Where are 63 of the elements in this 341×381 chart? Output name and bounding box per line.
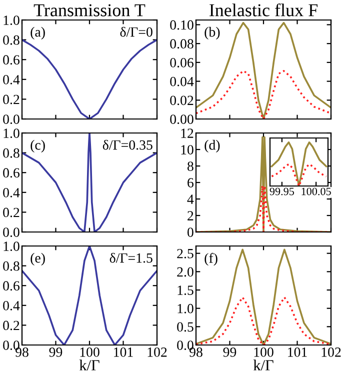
y-tick-label: 0.6: [3, 168, 20, 178]
annotation: (f): [204, 252, 218, 266]
line-series: [196, 248, 331, 345]
x-tick-label: 101: [288, 347, 307, 357]
y-tick-label: 10: [181, 145, 194, 154]
chart-title: Transmission T: [34, 4, 146, 16]
y-tick-label: 0.10: [170, 20, 194, 30]
annotation: (b): [204, 26, 220, 40]
y-tick-label: 0.2: [3, 208, 20, 218]
annotation: δ/Γ=0.35: [102, 140, 152, 150]
y-tick-label: 0.0: [3, 228, 20, 238]
annotation: δ/Γ=0: [120, 26, 152, 37]
annotation: (d): [204, 140, 220, 153]
y-tick-label: 0.4: [3, 74, 20, 84]
y-tick-label: 0.5: [177, 322, 194, 332]
x-tick-label: 101: [114, 347, 133, 357]
x-tick-label: 99: [49, 348, 62, 357]
x-tick-label: 100: [254, 347, 274, 357]
y-tick-label: 0.8: [3, 35, 20, 45]
x-tick-label: 100: [80, 347, 100, 357]
y-tick-label: 1.0: [4, 16, 20, 26]
annotation: (c): [30, 140, 45, 153]
x-tick-label: 99: [223, 348, 236, 357]
y-tick-label: 12: [181, 128, 194, 138]
y-tick-label: 0.02: [170, 96, 194, 106]
y-tick-label: 0.8: [3, 148, 20, 158]
y-tick-label: 0: [188, 228, 194, 237]
x-tick-label: 102: [148, 347, 167, 357]
y-tick-label: 0.4: [3, 300, 20, 310]
y-tick-label: 0.06: [170, 58, 194, 68]
annotation: δ/Γ=1.5: [110, 252, 152, 263]
y-tick-label: 0.04: [170, 76, 194, 86]
y-tick-label: 0.2: [3, 320, 20, 330]
y-tick-label: 0.2: [3, 94, 20, 104]
annotation: (e): [30, 252, 45, 266]
y-tick-label: 0.6: [3, 55, 20, 65]
annotation: (a): [30, 26, 45, 40]
chart-title: Inelastic flux F: [209, 3, 318, 16]
line-series: [196, 22, 331, 119]
y-tick-label: 6: [188, 178, 194, 188]
line-series: [22, 133, 157, 232]
y-tick-label: 0.6: [3, 281, 20, 291]
y-tick-label: 0.4: [3, 188, 20, 198]
y-tick-label: 0.0: [3, 114, 20, 124]
y-tick-label: 0.00: [170, 114, 194, 124]
y-tick-label: 1.0: [4, 128, 20, 138]
y-tick-label: 4: [187, 194, 194, 204]
y-tick-label: 2: [188, 211, 194, 220]
y-tick-label: 0.8: [3, 261, 20, 271]
y-tick-label: 1.0: [178, 304, 194, 314]
x-tick-label: 99.95: [270, 188, 294, 196]
y-tick-label: 2.0: [177, 267, 194, 277]
x-tick-label: 100.05: [302, 188, 331, 196]
y-tick-label: 8: [188, 162, 194, 171]
x-axis-title: k/Γ: [253, 360, 274, 370]
x-axis-title: k/Γ: [79, 360, 100, 370]
y-tick-label: 1.0: [4, 242, 20, 252]
x-tick-label: 102: [322, 347, 341, 357]
y-tick-label: 0.08: [170, 39, 194, 49]
line-series: [196, 136, 331, 232]
y-tick-label: 2.5: [177, 248, 194, 258]
line-series: [22, 246, 157, 345]
y-tick-label: 1.5: [178, 286, 194, 296]
